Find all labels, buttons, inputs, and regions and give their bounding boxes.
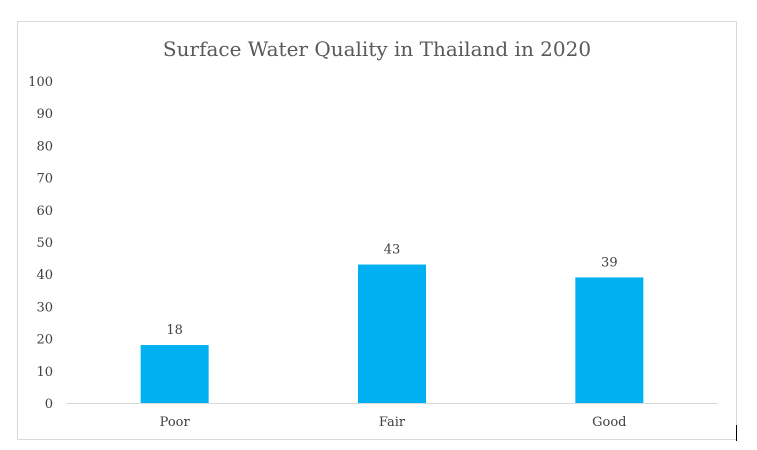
y-tick-label: 80	[36, 139, 53, 154]
bar-good	[575, 277, 644, 403]
x-category-label-good: Good	[592, 415, 626, 430]
y-tick-label: 0	[45, 397, 53, 412]
y-tick-label: 60	[36, 204, 53, 219]
x-category-label-poor: Poor	[160, 415, 191, 430]
x-category-label-fair: Fair	[379, 415, 406, 430]
data-labels: 18 43 39	[166, 243, 617, 339]
data-label-fair: 43	[384, 243, 401, 258]
y-tick-label: 40	[36, 268, 53, 283]
bar-series	[140, 264, 644, 403]
cursor-mark	[736, 425, 737, 441]
data-label-good: 39	[601, 255, 618, 270]
y-tick-label: 70	[36, 172, 53, 187]
bar-poor	[140, 345, 209, 403]
y-tick-label: 50	[36, 236, 53, 251]
chart-title: Surface Water Quality in Thailand in 202…	[163, 37, 591, 61]
bar-fair	[358, 264, 426, 403]
y-axis-ticks: 0 10 20 30 40 50 60 70 80 90 100	[28, 75, 53, 412]
x-axis-categories: Poor Fair Good	[160, 415, 627, 430]
data-label-poor: 18	[166, 323, 183, 338]
y-tick-label: 100	[28, 75, 53, 90]
y-tick-label: 30	[36, 300, 53, 315]
y-tick-label: 20	[36, 333, 53, 348]
y-tick-label: 10	[36, 365, 53, 380]
y-tick-label: 90	[36, 107, 53, 122]
